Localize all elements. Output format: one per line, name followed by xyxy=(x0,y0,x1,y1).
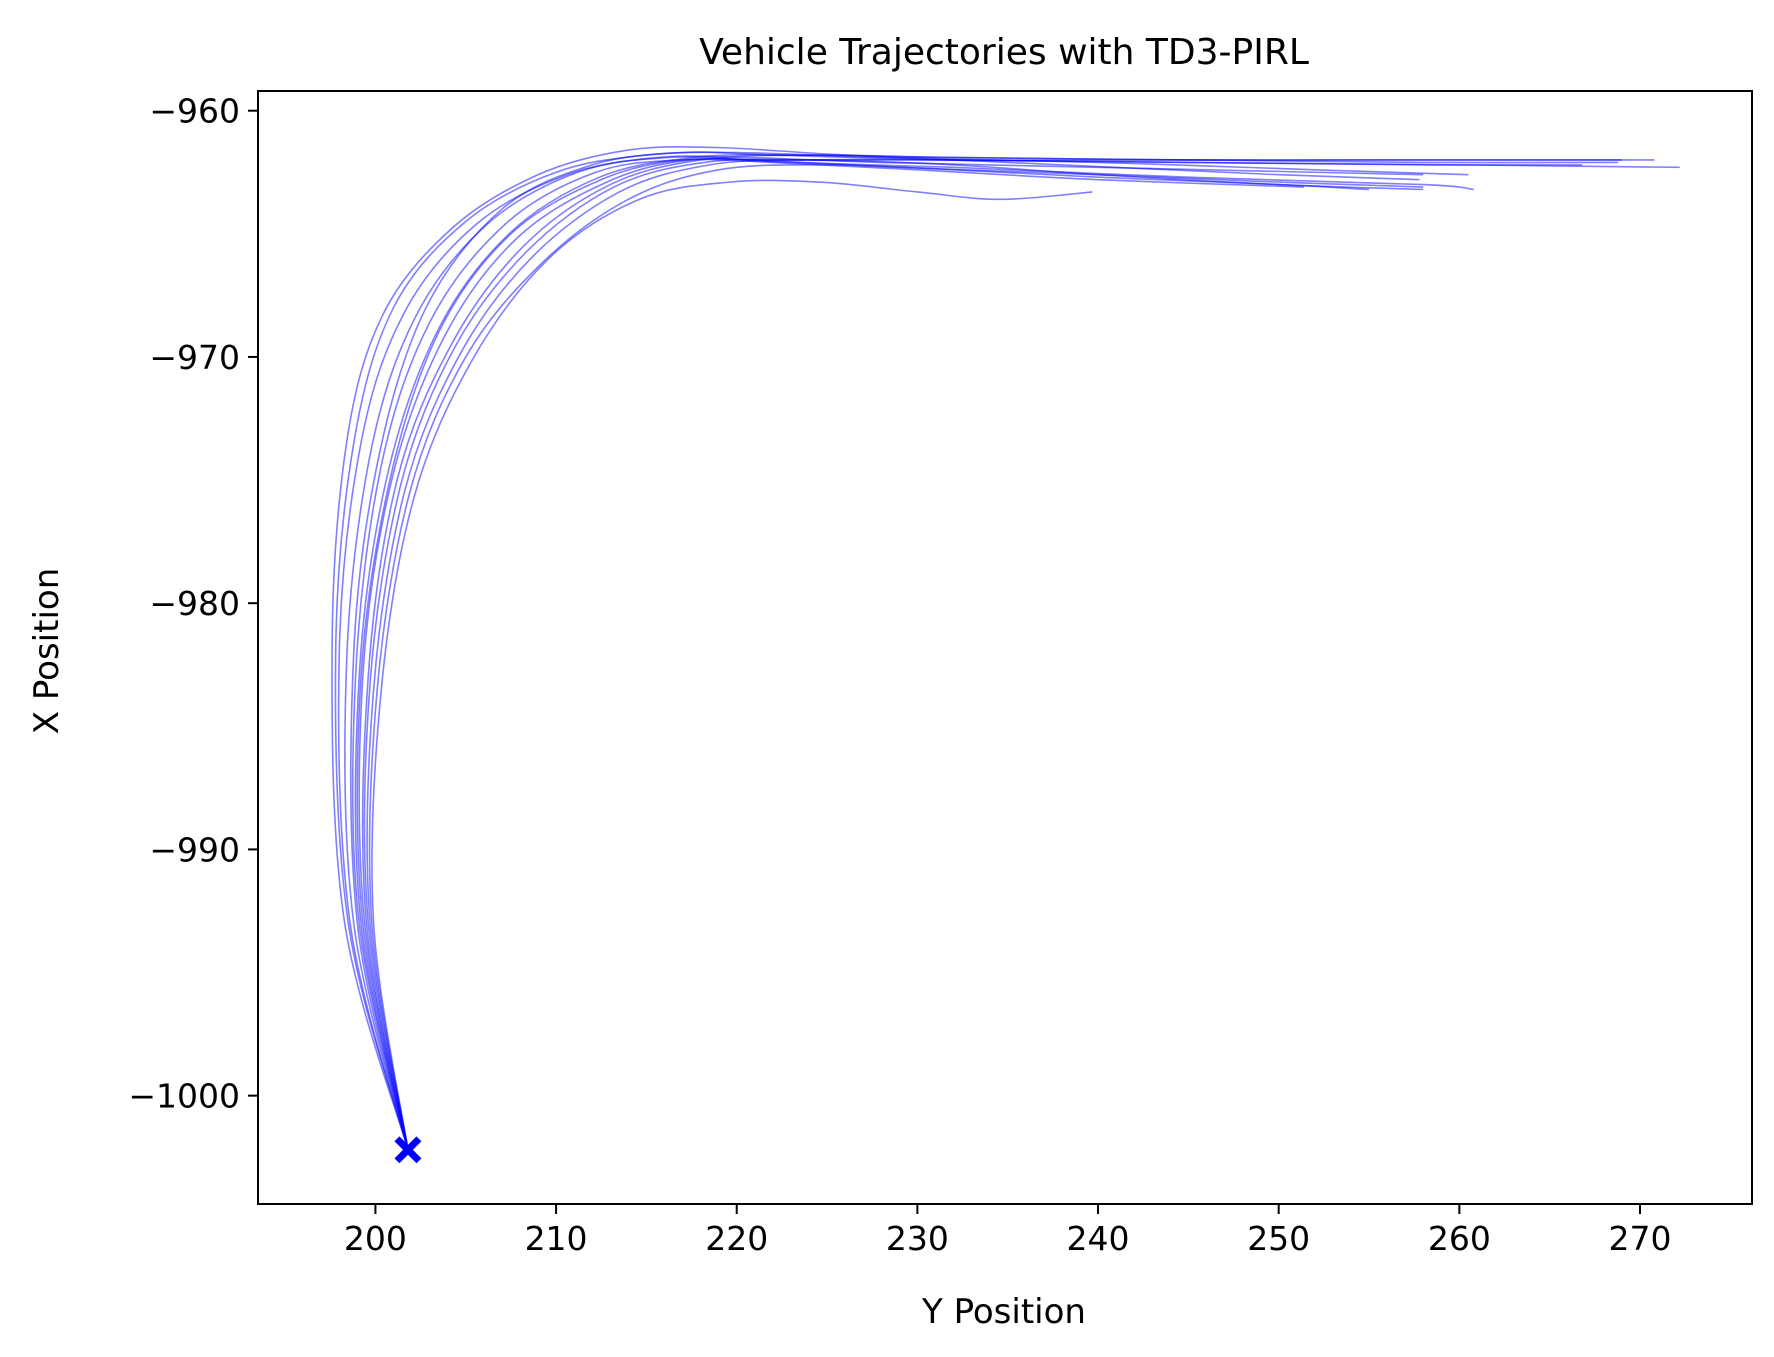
chart-title: Vehicle Trajectories with TD3-PIRL xyxy=(699,32,1309,73)
series-line-trajectory-4 xyxy=(366,158,1583,1150)
series-line-trajectory-12 xyxy=(363,158,1424,1150)
y-tick-label: −970 xyxy=(149,338,240,377)
x-tick-label: 260 xyxy=(1428,1219,1491,1258)
y-tick-label: −1000 xyxy=(128,1077,240,1116)
y-tick-label: −980 xyxy=(149,584,240,623)
series-line-trajectory-8 xyxy=(334,151,1469,1151)
x-axis-label: Y Position xyxy=(921,1292,1086,1332)
y-tick-label: −990 xyxy=(149,830,240,869)
x-tick-label: 210 xyxy=(525,1219,588,1258)
start-marker-layer xyxy=(394,1136,422,1164)
series-line-trajectory-7 xyxy=(351,158,1305,1150)
trajectory-lines xyxy=(331,146,1680,1151)
axes: 200 210 220 230 240 250 260 270 −960 −970 −980 −990… xyxy=(128,90,1753,1258)
series-line-trajectory-5 xyxy=(358,157,1474,1150)
series-line-trajectory-14 xyxy=(354,154,1619,1150)
x-tick-label: 240 xyxy=(1067,1219,1130,1258)
y-tick-label: −960 xyxy=(149,92,240,131)
series-line-trajectory-13 xyxy=(371,179,1093,1150)
series-line-trajectory-10 xyxy=(331,146,1420,1151)
x-tick-label: 250 xyxy=(1247,1219,1310,1258)
y-axis-label: X Position xyxy=(27,568,67,734)
x-tick-label: 200 xyxy=(344,1219,407,1258)
x-tick-label: 220 xyxy=(705,1219,768,1258)
axes-frame xyxy=(257,90,1753,1205)
series-line-trajectory-6 xyxy=(368,164,1370,1150)
x-tick-label: 230 xyxy=(886,1219,949,1258)
start-marker xyxy=(394,1136,422,1164)
x-tick-label: 270 xyxy=(1608,1219,1671,1258)
